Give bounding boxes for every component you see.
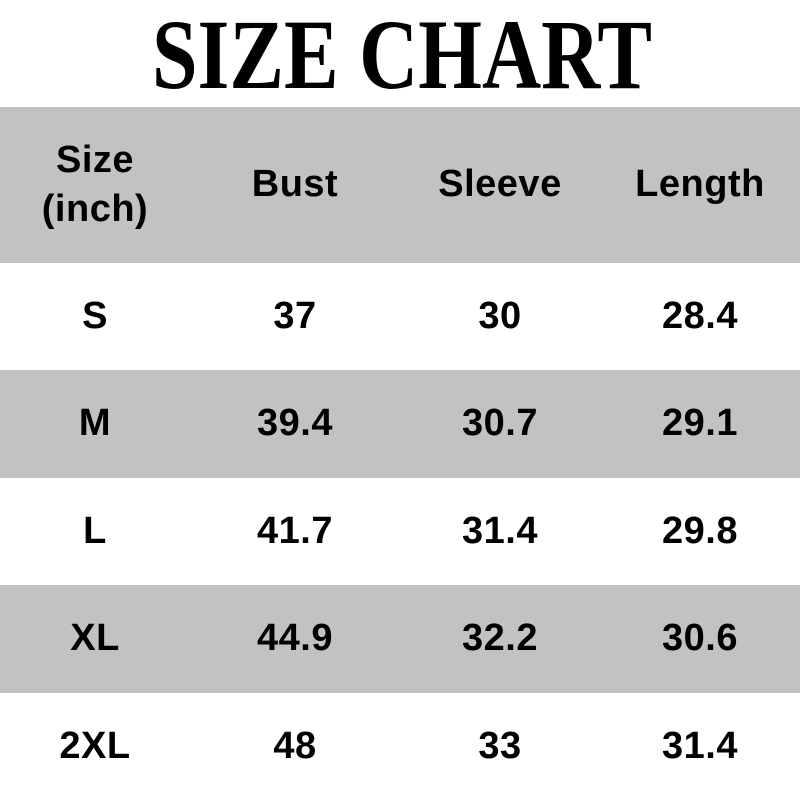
sleeve-cell: 31.4: [462, 509, 538, 552]
table-header-row: Size (inch) Bust Sleeve Length: [0, 107, 800, 263]
table-row: XL 44.9 32.2 30.6: [0, 585, 800, 693]
length-cell: 31.4: [662, 724, 738, 767]
bust-cell: 48: [273, 724, 317, 767]
table-row: L 41.7 31.4 29.8: [0, 477, 800, 586]
header-size-unit-label: (inch): [41, 188, 149, 230]
sleeve-cell: 30: [478, 295, 522, 337]
sleeve-cell: 30.7: [462, 402, 538, 445]
header-size-label: Size: [55, 138, 135, 181]
size-table: Size (inch) Bust Sleeve Length S 37 30 2…: [0, 107, 800, 800]
length-cell: 30.6: [662, 617, 738, 660]
header-sleeve-cell: Sleeve: [438, 163, 562, 206]
bust-cell: 37: [273, 295, 317, 337]
header-bust-cell: Bust: [251, 163, 339, 206]
size-cell: S: [82, 295, 108, 337]
size-cell: XL: [70, 617, 120, 660]
size-cell: M: [78, 402, 112, 445]
table-row: M 39.4 30.7 29.1: [0, 370, 800, 478]
table-row: S 37 30 28.4: [0, 263, 800, 371]
size-cell: 2XL: [59, 724, 131, 767]
bust-cell: 44.9: [257, 617, 333, 660]
page-title-graphic: SIZE CHART: [152, 0, 652, 107]
header-size-cell: Size (inch): [0, 136, 190, 235]
page-title: SIZE CHART: [152, 0, 652, 107]
length-cell: 28.4: [662, 295, 738, 337]
sleeve-cell: 32.2: [462, 617, 538, 660]
header-length-cell: Length: [635, 163, 765, 206]
size-cell: L: [83, 509, 107, 552]
table-row: 2XL 48 33 31.4: [0, 692, 800, 800]
bust-cell: 39.4: [257, 402, 333, 445]
length-cell: 29.1: [662, 402, 738, 445]
bust-cell: 41.7: [257, 509, 333, 552]
length-cell: 29.8: [662, 509, 738, 552]
sleeve-cell: 33: [478, 724, 522, 767]
title-band: SIZE CHART: [0, 0, 800, 107]
